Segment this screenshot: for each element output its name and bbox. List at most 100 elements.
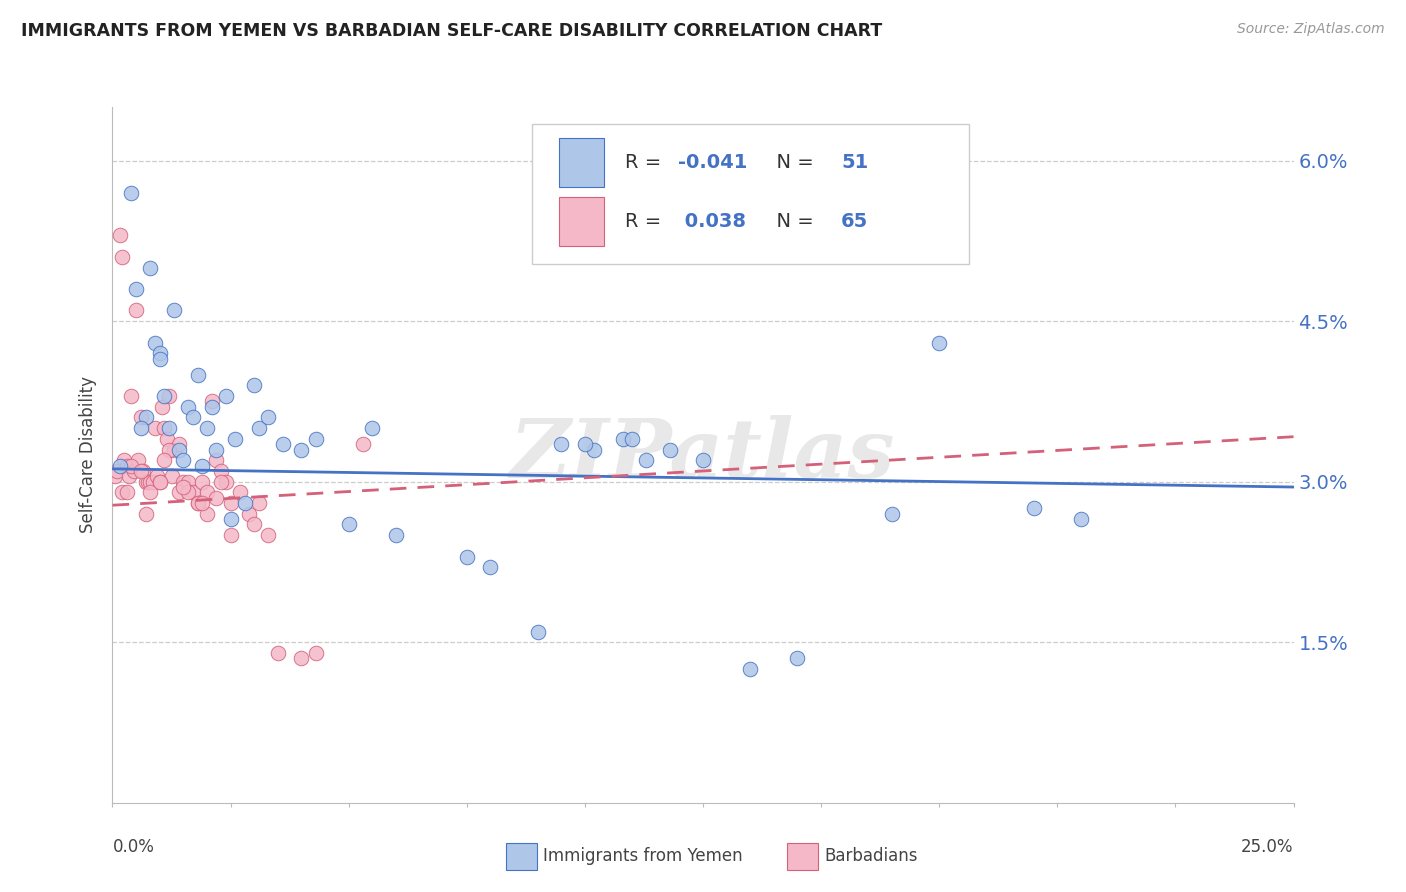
Point <box>163 303 186 318</box>
Point <box>135 475 157 489</box>
Text: 0.0%: 0.0% <box>112 838 155 856</box>
Point <box>177 475 200 489</box>
Point <box>157 389 180 403</box>
Point <box>209 475 232 489</box>
Point <box>526 624 548 639</box>
Text: N =: N = <box>765 212 821 231</box>
Point <box>127 453 149 467</box>
Text: 0.038: 0.038 <box>678 212 747 231</box>
Point <box>1070 512 1092 526</box>
Point <box>150 400 173 414</box>
Point <box>149 346 172 360</box>
Point <box>352 437 374 451</box>
Point <box>149 475 172 489</box>
Point <box>243 378 266 392</box>
Point <box>120 458 142 473</box>
Point <box>153 453 176 467</box>
Point <box>304 432 326 446</box>
Point <box>191 496 214 510</box>
Point <box>125 303 148 318</box>
Bar <box>560 138 603 187</box>
Point <box>149 351 172 366</box>
Point <box>574 437 596 451</box>
Point <box>224 432 246 446</box>
Point <box>928 335 950 350</box>
Point <box>636 453 658 467</box>
Point <box>167 437 190 451</box>
Point <box>177 400 200 414</box>
Point <box>201 394 224 409</box>
Point <box>143 421 166 435</box>
Point <box>692 453 714 467</box>
Point <box>1022 501 1045 516</box>
Point <box>205 491 228 505</box>
Point <box>195 485 218 500</box>
Point <box>195 421 218 435</box>
Point <box>186 496 208 510</box>
Point <box>139 485 162 500</box>
Point <box>108 458 131 473</box>
Text: Source: ZipAtlas.com: Source: ZipAtlas.com <box>1237 22 1385 37</box>
Point <box>290 442 312 457</box>
Point <box>156 432 179 446</box>
Bar <box>560 197 603 246</box>
Point <box>153 421 176 435</box>
Point <box>129 410 152 425</box>
Point <box>163 442 186 457</box>
Point <box>120 389 142 403</box>
Point <box>146 469 169 483</box>
Point <box>139 475 162 489</box>
Point <box>186 368 208 382</box>
Text: Immigrants from Yemen: Immigrants from Yemen <box>543 847 742 865</box>
Point <box>271 437 294 451</box>
Point <box>112 453 135 467</box>
Point <box>215 389 238 403</box>
Text: ZIPatlas: ZIPatlas <box>510 415 896 495</box>
Point <box>219 528 242 542</box>
Point <box>304 646 326 660</box>
Point <box>157 442 180 457</box>
Point <box>181 485 204 500</box>
Text: Barbadians: Barbadians <box>824 847 918 865</box>
Point <box>219 512 242 526</box>
Point <box>160 469 183 483</box>
Point <box>118 469 141 483</box>
Text: R =: R = <box>626 212 668 231</box>
Point <box>120 186 142 200</box>
Point <box>191 458 214 473</box>
Text: IMMIGRANTS FROM YEMEN VS BARBADIAN SELF-CARE DISABILITY CORRELATION CHART: IMMIGRANTS FROM YEMEN VS BARBADIAN SELF-… <box>21 22 883 40</box>
Point <box>191 475 214 489</box>
Point <box>135 507 157 521</box>
Point <box>132 464 155 478</box>
Point <box>172 480 194 494</box>
Point <box>205 442 228 457</box>
Point <box>142 475 165 489</box>
Point <box>238 507 260 521</box>
Point <box>267 646 290 660</box>
Point <box>247 421 270 435</box>
Point <box>612 432 634 446</box>
Point <box>172 475 194 489</box>
Point <box>167 485 190 500</box>
Point <box>139 260 162 275</box>
Point <box>129 464 152 478</box>
Point <box>157 421 180 435</box>
Point <box>105 464 128 478</box>
Point <box>257 528 280 542</box>
Point <box>111 250 134 264</box>
Text: 51: 51 <box>841 153 869 172</box>
Point <box>233 496 256 510</box>
Text: -0.041: -0.041 <box>678 153 748 172</box>
Point <box>361 421 384 435</box>
Point <box>247 496 270 510</box>
Point <box>621 432 644 446</box>
Point <box>205 453 228 467</box>
Point <box>143 335 166 350</box>
Point <box>740 662 762 676</box>
Point <box>172 453 194 467</box>
Point <box>550 437 572 451</box>
Point <box>115 458 138 473</box>
Point <box>201 400 224 414</box>
Point <box>479 560 502 574</box>
Point <box>167 442 190 457</box>
